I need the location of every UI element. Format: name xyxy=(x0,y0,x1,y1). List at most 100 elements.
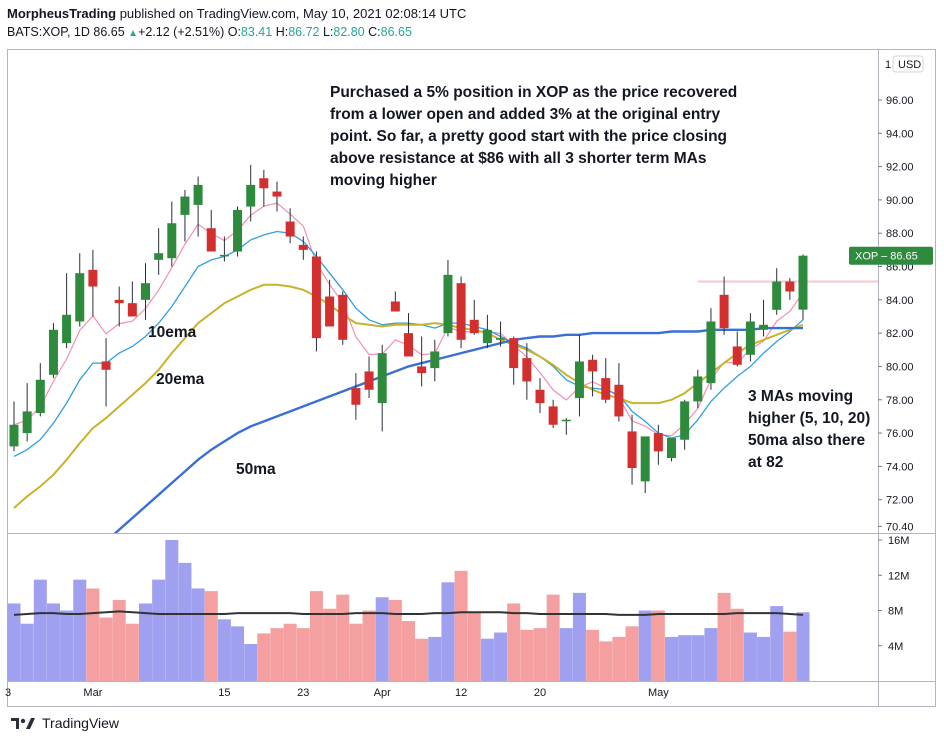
volume-bar-down[interactable] xyxy=(86,588,100,681)
volume-bar-up[interactable] xyxy=(665,636,678,681)
volume-bar-down[interactable] xyxy=(454,570,468,681)
candle-down[interactable] xyxy=(325,296,335,327)
volume-bar-down[interactable] xyxy=(283,623,297,681)
volume-bar-up[interactable] xyxy=(7,603,21,681)
candle-up[interactable] xyxy=(219,254,229,257)
candle-down[interactable] xyxy=(272,191,282,197)
currency-badge[interactable] xyxy=(892,55,924,73)
candle-up[interactable] xyxy=(759,324,769,330)
candle-up[interactable] xyxy=(62,314,72,344)
volume-bar-down[interactable] xyxy=(257,633,271,681)
candle-up[interactable] xyxy=(706,321,716,384)
candle-down[interactable] xyxy=(469,319,479,334)
candle-up[interactable] xyxy=(798,255,808,310)
candle-down[interactable] xyxy=(127,303,137,317)
volume-bar-up[interactable] xyxy=(480,638,494,681)
candle-down[interactable] xyxy=(653,433,663,452)
volume-bar-up[interactable] xyxy=(691,635,705,681)
volume-bar-up[interactable] xyxy=(441,582,455,681)
volume-bar-up[interactable] xyxy=(757,636,771,681)
volume-bar-up[interactable] xyxy=(191,588,205,681)
candle-down[interactable] xyxy=(522,358,532,382)
candle-down[interactable] xyxy=(390,301,400,312)
volume-bar-down[interactable] xyxy=(112,599,126,681)
candle-down[interactable] xyxy=(601,378,611,400)
volume-bar-down[interactable] xyxy=(270,628,284,681)
volume-bar-down[interactable] xyxy=(599,641,613,681)
volume-bar-up[interactable] xyxy=(743,632,757,681)
volume-bar-up[interactable] xyxy=(20,623,34,681)
volume-bar-down[interactable] xyxy=(204,591,218,681)
candle-up[interactable] xyxy=(561,419,571,422)
volume-bar-down[interactable] xyxy=(296,628,310,681)
volume-bar-up[interactable] xyxy=(559,628,573,681)
volume-bar-down[interactable] xyxy=(717,592,731,681)
candle-down[interactable] xyxy=(719,294,729,329)
candle-down[interactable] xyxy=(404,333,413,357)
candle-up[interactable] xyxy=(167,223,177,259)
volume-bar-up[interactable] xyxy=(178,562,192,681)
volume-bar-down[interactable] xyxy=(651,610,665,682)
volume-bar-up[interactable] xyxy=(494,632,508,681)
candle-down[interactable] xyxy=(548,406,558,425)
candle-down[interactable] xyxy=(456,283,466,340)
candle-up[interactable] xyxy=(574,361,584,399)
volume-bar-down[interactable] xyxy=(125,623,139,681)
candle-down[interactable] xyxy=(588,359,598,372)
volume-bar-down[interactable] xyxy=(402,621,415,681)
candle-up[interactable] xyxy=(75,273,85,322)
candle-up[interactable] xyxy=(745,321,755,355)
volume-bar-up[interactable] xyxy=(60,610,74,682)
candle-down[interactable] xyxy=(351,388,361,405)
volume-bar-down[interactable] xyxy=(730,608,744,681)
volume-bar-down[interactable] xyxy=(415,638,429,681)
volume-bar-up[interactable] xyxy=(428,636,442,681)
volume-bar-up[interactable] xyxy=(678,635,692,681)
volume-bar-down[interactable] xyxy=(520,629,534,681)
candle-down[interactable] xyxy=(785,281,795,292)
volume-bar-up[interactable] xyxy=(770,606,784,681)
candle-down[interactable] xyxy=(614,384,624,417)
candle-down[interactable] xyxy=(364,371,374,390)
volume-bar-down[interactable] xyxy=(546,594,560,681)
volume-bar-up[interactable] xyxy=(165,540,179,681)
volume-bar-down[interactable] xyxy=(625,626,639,681)
candle-up[interactable] xyxy=(640,436,650,482)
candle-up[interactable] xyxy=(48,329,58,375)
candle-up[interactable] xyxy=(667,438,676,459)
candle-down[interactable] xyxy=(88,269,98,287)
candle-up[interactable] xyxy=(154,253,164,260)
candle-up[interactable] xyxy=(443,274,453,334)
candle-up[interactable] xyxy=(680,401,690,440)
candle-up[interactable] xyxy=(377,353,387,404)
candle-up[interactable] xyxy=(233,209,243,252)
volume-bar-up[interactable] xyxy=(231,626,245,681)
volume-bar-down[interactable] xyxy=(309,591,323,681)
candle-down[interactable] xyxy=(311,256,321,339)
candle-up[interactable] xyxy=(193,184,203,205)
candle-down[interactable] xyxy=(298,244,308,250)
volume-bar-up[interactable] xyxy=(704,628,718,681)
candle-up[interactable] xyxy=(430,351,440,369)
candle-down[interactable] xyxy=(259,178,269,189)
volume-bar-up[interactable] xyxy=(375,597,389,681)
candle-up[interactable] xyxy=(9,424,19,447)
footer-brand[interactable]: TradingView xyxy=(10,715,119,731)
candle-down[interactable] xyxy=(206,228,216,252)
volume-bar-down[interactable] xyxy=(783,631,797,681)
candle-up[interactable] xyxy=(772,281,782,310)
candle-up[interactable] xyxy=(141,283,150,300)
volume-bar-up[interactable] xyxy=(572,592,586,681)
volume-bar-down[interactable] xyxy=(467,612,481,681)
candle-down[interactable] xyxy=(101,361,111,370)
candle-up[interactable] xyxy=(22,411,32,434)
volume-bar-down[interactable] xyxy=(388,599,402,681)
candle-down[interactable] xyxy=(338,294,348,340)
volume-bar-down[interactable] xyxy=(362,610,376,682)
volume-bar-up[interactable] xyxy=(244,643,258,681)
candle-down[interactable] xyxy=(509,338,519,369)
volume-bar-up[interactable] xyxy=(73,579,87,681)
volume-bar-up[interactable] xyxy=(638,610,652,682)
candle-up[interactable] xyxy=(693,376,703,402)
